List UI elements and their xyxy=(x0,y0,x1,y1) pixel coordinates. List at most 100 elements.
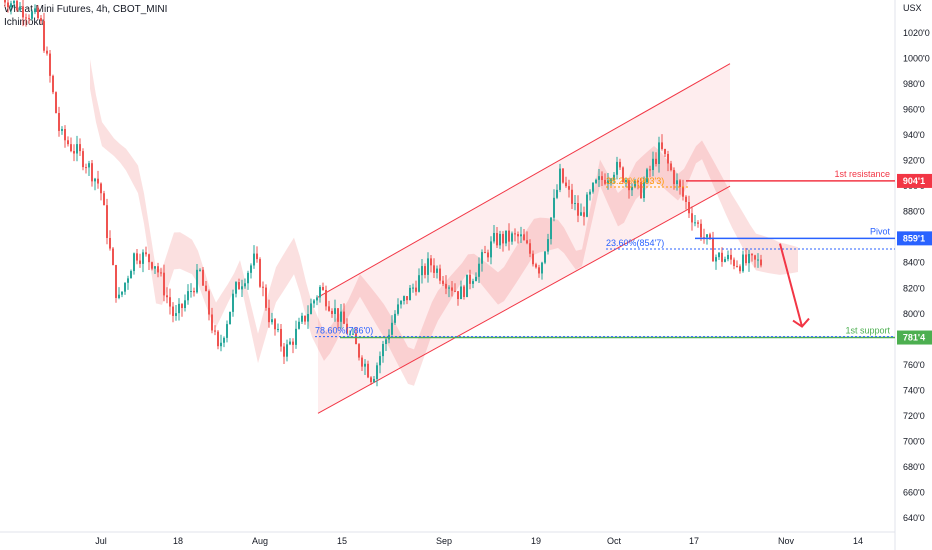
candle-body xyxy=(235,282,237,294)
candle-body xyxy=(265,287,267,308)
candle-body xyxy=(517,234,519,237)
candle-body xyxy=(571,189,573,204)
candle-body xyxy=(58,113,60,131)
candle-body xyxy=(742,254,744,272)
candle-body xyxy=(697,222,699,224)
candle-body xyxy=(115,265,117,299)
candle-body xyxy=(616,161,618,175)
candle-body xyxy=(631,186,633,191)
candle-body xyxy=(544,251,546,263)
candle-body xyxy=(448,287,450,289)
candle-body xyxy=(127,278,129,283)
candle-body xyxy=(613,174,615,180)
arrow-head xyxy=(792,317,810,328)
candle-body xyxy=(682,186,684,197)
candle-body xyxy=(538,267,540,274)
candle-body xyxy=(583,212,585,217)
candle-body xyxy=(757,259,759,261)
candle-body xyxy=(391,322,393,335)
candle-body xyxy=(715,257,717,262)
candle-body xyxy=(637,180,639,183)
x-tick-label: 17 xyxy=(689,536,699,546)
candle-body xyxy=(40,18,42,22)
candle-body xyxy=(61,129,63,131)
candle-body xyxy=(202,269,204,286)
candle-body xyxy=(646,169,648,183)
candle-body xyxy=(73,151,75,154)
candle-body xyxy=(400,300,402,305)
candle-body xyxy=(193,290,195,293)
candle-body xyxy=(190,290,192,292)
candle-body xyxy=(22,6,24,18)
candle-body xyxy=(442,280,444,284)
candle-body xyxy=(424,266,426,275)
candle-body xyxy=(592,182,594,192)
candle-body xyxy=(580,212,582,216)
candle-body xyxy=(76,144,78,154)
candle-body xyxy=(604,179,606,184)
candle-body xyxy=(610,179,612,181)
candle-body xyxy=(286,344,288,357)
candle-body xyxy=(676,180,678,185)
candle-body xyxy=(46,50,48,54)
candle-body xyxy=(361,357,363,367)
candle-body xyxy=(4,0,6,3)
candle-body xyxy=(100,183,102,194)
candle-body xyxy=(760,259,762,266)
candle-body xyxy=(49,53,51,76)
candle-body xyxy=(373,378,375,383)
fib-labels: 78.60%(786'0) 23.60%(854'7) 38.20%(903'3) xyxy=(315,176,895,338)
candle-body xyxy=(634,180,636,187)
candle-body xyxy=(514,233,516,235)
y-tick-label: 720'0 xyxy=(903,411,925,421)
candle-body xyxy=(586,194,588,217)
candle-body xyxy=(748,254,750,264)
candle-body xyxy=(406,296,408,301)
candle-body xyxy=(511,233,513,242)
price-badge-label: 904'1 xyxy=(903,176,925,186)
candle-body xyxy=(166,295,168,298)
candle-body xyxy=(97,178,99,184)
candle-body xyxy=(667,153,669,164)
candle-body xyxy=(421,266,423,276)
candle-body xyxy=(436,268,438,273)
x-tick-label: Jul xyxy=(95,536,107,546)
candle-body xyxy=(7,2,9,8)
candle-body xyxy=(244,283,246,287)
candle-body xyxy=(754,255,756,260)
indicator-label: Ichimoku xyxy=(4,17,45,28)
candle-body xyxy=(94,178,96,182)
y-tick-label: 940'0 xyxy=(903,130,925,140)
candle-body xyxy=(502,233,504,244)
candle-body xyxy=(184,300,186,309)
candle-body xyxy=(16,0,18,11)
x-tick-label: 14 xyxy=(853,536,863,546)
candle-body xyxy=(331,310,333,314)
candle-body xyxy=(160,272,162,274)
candle-body xyxy=(706,234,708,238)
candle-body xyxy=(241,286,243,290)
candle-body xyxy=(199,269,201,271)
x-tick-label: 15 xyxy=(337,536,347,546)
candle-body xyxy=(238,282,240,290)
level-name: 1st resistance xyxy=(834,169,890,179)
candle-body xyxy=(124,282,126,292)
candle-body xyxy=(466,274,468,297)
candle-body xyxy=(211,314,213,331)
price-axis: 640'0660'0680'0700'0720'0740'0760'0780'0… xyxy=(903,28,930,523)
candle-body xyxy=(271,319,273,323)
candle-body xyxy=(232,293,234,312)
candle-body xyxy=(43,21,45,51)
candle-body xyxy=(148,254,150,263)
candle-body xyxy=(532,253,534,265)
candle-body xyxy=(379,356,381,366)
candle-body xyxy=(376,365,378,379)
candle-body xyxy=(499,233,501,246)
x-tick-label: 19 xyxy=(531,536,541,546)
candle-body xyxy=(250,265,252,273)
y-tick-label: 640'0 xyxy=(903,513,925,523)
candle-body xyxy=(565,182,567,187)
candle-body xyxy=(724,259,726,262)
candle-body xyxy=(316,297,318,301)
